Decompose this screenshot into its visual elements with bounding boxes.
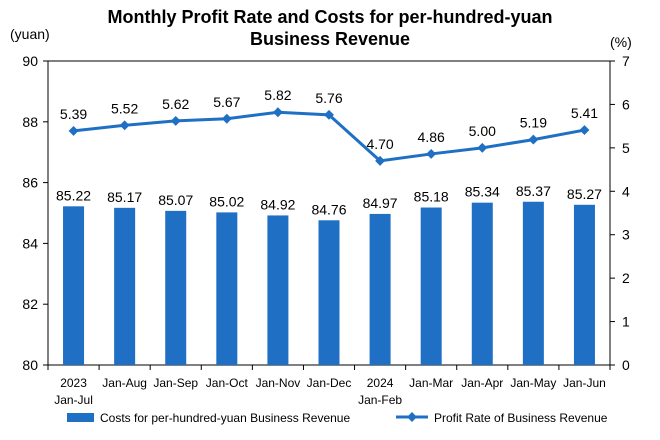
bar-value-label: 85.34 <box>465 184 500 200</box>
bar-value-label: 84.97 <box>363 195 398 211</box>
bar-value-label: 85.02 <box>209 193 244 209</box>
right-axis-tick-label: 3 <box>622 227 630 243</box>
left-axis-tick-label: 90 <box>22 53 38 69</box>
line-point <box>426 148 437 159</box>
line-value-label: 4.86 <box>418 129 445 145</box>
line-value-label: 5.39 <box>60 106 87 122</box>
line-value-label: 5.41 <box>571 105 598 121</box>
bar-value-label: 85.37 <box>516 183 551 199</box>
line-value-label: 4.70 <box>366 136 393 152</box>
bar <box>573 204 595 365</box>
bar-value-label: 85.27 <box>567 186 602 202</box>
bar <box>216 212 238 365</box>
line-point <box>477 142 488 153</box>
x-axis-tick-label: Jan-Apr <box>461 376 503 390</box>
chart-title: Monthly Profit Rate and Costs for per-hu… <box>0 6 660 50</box>
line-point <box>579 125 590 136</box>
right-axis-tick-label: 7 <box>622 53 630 69</box>
x-axis-tick-label: Jan-Aug <box>102 376 147 390</box>
x-axis-tick-label: 2024 <box>367 376 394 390</box>
legend-bar-swatch <box>67 413 94 422</box>
line-point <box>221 113 232 124</box>
chart-title-line-2: Business Revenue <box>249 29 411 49</box>
bar <box>63 206 85 365</box>
legend-line-label: Profit Rate of Business Revenue <box>434 411 608 425</box>
right-axis-tick-label: 6 <box>622 96 630 112</box>
bar <box>267 215 289 365</box>
line-point <box>170 115 181 126</box>
x-axis-tick-label: Jan-Dec <box>307 376 352 390</box>
left-axis-tick-label: 84 <box>22 235 38 251</box>
x-axis-tick-label: Jan-Jul <box>54 393 93 407</box>
left-axis-tick-label: 82 <box>22 296 38 312</box>
x-axis-tick-label: Jan-Feb <box>358 393 402 407</box>
bar-value-label: 85.17 <box>107 189 142 205</box>
x-axis-tick-label: Jan-Mar <box>409 376 453 390</box>
right-axis-tick-label: 1 <box>622 314 630 330</box>
line-value-label: 5.82 <box>264 87 291 103</box>
line-value-label: 5.52 <box>111 100 138 116</box>
line-point <box>375 155 386 166</box>
bar <box>420 207 442 365</box>
bar-value-label: 84.76 <box>311 201 346 217</box>
bar <box>165 210 187 365</box>
line-value-label: 5.00 <box>469 123 496 139</box>
line-value-label: 5.76 <box>315 90 342 106</box>
line-point <box>272 107 283 118</box>
bar-value-label: 85.18 <box>414 189 449 205</box>
line-point <box>119 120 130 131</box>
legend-line-marker <box>407 412 417 422</box>
x-axis-tick-label: Jan-Oct <box>206 376 249 390</box>
legend-bar-label: Costs for per-hundred-yuan Business Reve… <box>100 411 350 425</box>
plot-area: 80 82 84 86 88 90 0 1 2 3 4 5 6 7 85.22 85.17 85.07 85.02… <box>22 53 630 425</box>
bar-value-label: 84.92 <box>260 196 295 212</box>
x-axis-tick-label: 2023 <box>60 376 87 390</box>
line-point <box>68 125 79 136</box>
bar <box>522 201 544 365</box>
right-axis-tick-label: 2 <box>622 270 630 286</box>
line-point <box>528 134 539 145</box>
line-value-label: 5.19 <box>520 115 547 131</box>
x-axis-tick-label: Jan-May <box>510 376 556 390</box>
line-value-label: 5.67 <box>213 94 240 110</box>
left-axis-tick-label: 88 <box>22 114 38 130</box>
left-axis-tick-label: 86 <box>22 175 38 191</box>
x-axis-tick-label: Jan-Jun <box>563 376 606 390</box>
left-axis-unit: (yuan) <box>10 26 50 42</box>
bar <box>318 220 340 365</box>
right-axis-tick-label: 4 <box>622 183 630 199</box>
bar <box>471 202 493 365</box>
bar <box>114 207 136 365</box>
right-axis-tick-label: 0 <box>622 357 630 373</box>
bar <box>369 213 391 365</box>
right-axis-tick-label: 5 <box>622 140 630 156</box>
x-axis-tick-label: Jan-Sep <box>153 376 198 390</box>
chart-title-line-1: Monthly Profit Rate and Costs for per-hu… <box>107 7 553 27</box>
bar-value-label: 85.07 <box>158 192 193 208</box>
x-axis-tick-label: Jan-Nov <box>256 376 301 390</box>
bar-value-label: 85.22 <box>56 187 91 203</box>
right-axis-unit: (%) <box>610 34 632 50</box>
line-value-label: 5.62 <box>162 96 189 112</box>
left-axis-tick-label: 80 <box>22 357 38 373</box>
